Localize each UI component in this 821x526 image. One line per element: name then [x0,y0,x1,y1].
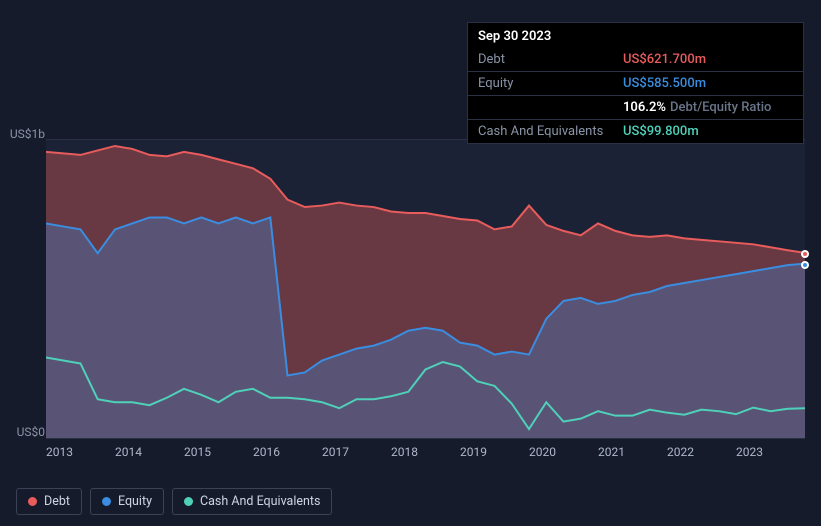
tooltip-label: Cash And Equivalents [478,124,623,139]
x-tick: 2013 [46,445,115,459]
tooltip-label [478,100,623,115]
legend-label: Cash And Equivalents [200,494,320,509]
tooltip-label: Equity [478,76,623,91]
x-tick: 2016 [253,445,322,459]
tooltip-label: Debt [478,52,623,67]
legend-label: Debt [44,494,70,509]
legend-dot-icon [102,497,111,506]
legend-item-debt[interactable]: Debt [16,488,82,515]
chart-plot-area[interactable] [46,139,805,439]
x-axis-ticks: 2013201420152016201720182019202020212022… [46,445,805,459]
ratio-label: Debt/Equity Ratio [670,100,771,115]
tooltip-value: US$99.800m [623,124,699,139]
x-tick: 2022 [667,445,736,459]
x-tick: 2015 [184,445,253,459]
legend-item-equity[interactable]: Equity [90,488,164,515]
tooltip-date: Sep 30 2023 [468,23,803,48]
legend-dot-icon [28,497,37,506]
x-tick: 2020 [529,445,598,459]
tooltip-value: US$621.700m [623,52,706,67]
legend-label: Equity [118,494,152,509]
chart-legend: Debt Equity Cash And Equivalents [16,488,332,515]
tooltip-row-equity: Equity US$585.500m [468,72,803,96]
debt-equity-chart: US$1b US$0 20132014201520162017201820192… [16,125,805,465]
equity-end-marker [801,261,809,269]
x-tick: 2018 [391,445,460,459]
x-tick: 2017 [322,445,391,459]
chart-tooltip: Sep 30 2023 Debt US$621.700m Equity US$5… [467,22,804,144]
legend-dot-icon [184,497,193,506]
tooltip-value: US$585.500m [623,76,706,91]
debt-end-marker [801,250,809,258]
x-tick: 2019 [460,445,529,459]
x-tick: 2014 [115,445,184,459]
tooltip-row-debt: Debt US$621.700m [468,48,803,72]
tooltip-row-ratio: 106.2% Debt/Equity Ratio [468,96,803,120]
y-axis-label-min: US$0 [0,425,45,439]
chart-svg [46,140,805,438]
y-axis-label-max: US$1b [0,127,45,141]
tooltip-row-cash: Cash And Equivalents US$99.800m [468,120,803,143]
tooltip-value: 106.2% Debt/Equity Ratio [623,100,771,115]
x-tick: 2023 [736,445,805,459]
ratio-pct: 106.2% [623,100,666,115]
legend-item-cash[interactable]: Cash And Equivalents [172,488,332,515]
x-tick: 2021 [598,445,667,459]
